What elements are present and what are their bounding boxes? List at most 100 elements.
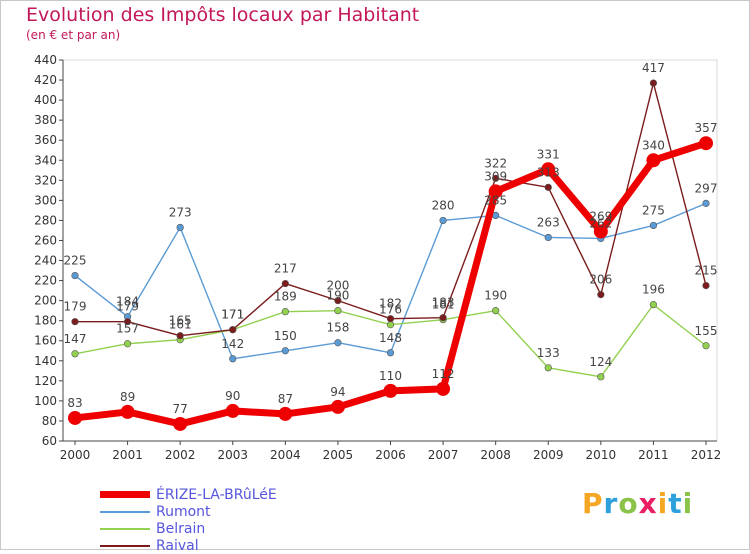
x-tick-label: 2005: [323, 448, 354, 462]
legend-label-rumont: Rumont: [156, 503, 211, 520]
data-point-rumont: [334, 339, 342, 347]
legend-label-erize: ÉRIZE-LA-BRûLéE: [156, 486, 277, 503]
data-label-rumont: 280: [432, 198, 455, 212]
data-label-raival: 417: [642, 61, 665, 75]
data-label-belrain: 155: [695, 324, 718, 338]
data-point-rumont: [176, 223, 184, 232]
data-label-erize: 331: [537, 147, 560, 161]
legend-swatch-erize: [100, 491, 150, 498]
data-label-rumont: 150: [274, 329, 297, 343]
x-tick-label: 2010: [586, 448, 617, 462]
logo-letter: i: [682, 487, 694, 520]
data-point-rumont: [649, 221, 658, 230]
data-label-erize: 87: [278, 392, 293, 406]
x-tick-label: 2012: [691, 448, 722, 462]
data-point-raival: [176, 332, 184, 340]
data-label-raival: 313: [537, 165, 560, 179]
data-point-raival: [439, 314, 447, 322]
data-label-belrain: 157: [116, 322, 139, 336]
y-tick-label: 320: [34, 173, 57, 187]
x-tick-label: 2009: [533, 448, 564, 462]
x-tick-label: 2000: [60, 448, 91, 462]
x-tick-label: 2011: [638, 448, 669, 462]
data-point-rumont: [71, 271, 79, 280]
data-point-belrain: [544, 364, 552, 372]
data-label-rumont: 285: [484, 193, 507, 207]
y-tick-label: 280: [34, 213, 57, 227]
data-point-raival: [544, 183, 552, 191]
data-label-belrain: 190: [484, 289, 507, 303]
y-tick-label: 140: [34, 354, 57, 368]
x-tick-label: 2001: [112, 448, 143, 462]
data-label-raival: 322: [484, 156, 507, 170]
data-label-rumont: 142: [221, 337, 244, 351]
y-tick-label: 340: [34, 153, 57, 167]
data-label-erize: 110: [379, 369, 402, 383]
legend-swatch-belrain: [100, 527, 150, 530]
data-point-raival: [334, 297, 342, 305]
legend-swatch-rumont: [100, 510, 150, 513]
legend-swatch-raival: [100, 544, 150, 547]
data-label-erize: 269: [589, 209, 612, 223]
legend: ÉRIZE-LA-BRûLéE Rumont Belrain Raival: [100, 486, 277, 554]
data-label-belrain: 161: [169, 318, 192, 332]
x-tick-label: 2003: [217, 448, 248, 462]
data-point-rumont: [702, 199, 710, 207]
y-tick-label: 80: [42, 414, 57, 428]
data-label-erize: 112: [432, 367, 455, 381]
y-tick-label: 360: [34, 133, 57, 147]
logo-letter: i: [657, 487, 669, 520]
data-point-belrain: [71, 350, 79, 358]
data-point-erize: [173, 416, 188, 431]
y-tick-label: 60: [42, 434, 57, 448]
data-point-rumont: [544, 233, 552, 242]
data-label-rumont: 225: [64, 254, 87, 268]
data-label-rumont: 273: [169, 205, 192, 219]
data-label-rumont: 262: [589, 216, 612, 230]
data-label-erize: 340: [642, 138, 665, 152]
data-point-erize: [383, 383, 398, 398]
data-label-rumont: 148: [379, 331, 402, 345]
y-tick-label: 200: [34, 294, 57, 308]
data-point-erize: [593, 224, 608, 239]
data-point-erize: [68, 410, 82, 425]
data-label-erize: 89: [120, 390, 135, 404]
data-label-erize: 83: [67, 396, 82, 410]
data-point-raival: [649, 79, 658, 87]
data-point-belrain: [649, 301, 658, 309]
data-point-erize: [225, 403, 240, 418]
x-tick-label: 2008: [480, 448, 511, 462]
data-label-erize: 77: [173, 402, 188, 416]
data-label-belrain: 189: [274, 290, 297, 304]
data-point-rumont: [386, 349, 395, 357]
data-label-raival: 171: [221, 308, 244, 322]
data-label-belrain: 196: [642, 283, 665, 297]
legend-item-erize: ÉRIZE-LA-BRûLéE: [100, 486, 277, 503]
data-label-belrain: 176: [379, 303, 402, 317]
y-tick-label: 100: [34, 394, 57, 408]
data-label-raival: 179: [64, 300, 87, 314]
data-point-erize: [646, 153, 661, 168]
logo-letter: x: [638, 487, 658, 520]
data-point-raival: [71, 318, 79, 326]
data-point-belrain: [281, 308, 289, 316]
data-point-raival: [702, 281, 710, 290]
chart-subtitle: (en € et par an): [26, 28, 121, 42]
y-tick-label: 220: [34, 274, 57, 288]
data-label-raival: 215: [695, 264, 718, 278]
logo-letter: t: [668, 487, 683, 520]
proxiti-logo: Proxiti: [582, 487, 693, 520]
data-point-erize: [488, 184, 503, 199]
data-label-erize: 357: [695, 121, 718, 135]
data-point-belrain: [597, 373, 605, 381]
data-point-belrain: [386, 321, 395, 329]
data-point-raival: [386, 315, 395, 323]
logo-letter: o: [618, 487, 639, 520]
data-label-raival: 206: [589, 273, 612, 287]
legend-item-rumont: Rumont: [100, 503, 277, 520]
data-label-raival: 165: [169, 314, 192, 328]
y-tick-label: 300: [34, 193, 57, 207]
data-point-erize: [120, 404, 135, 419]
data-point-rumont: [281, 347, 289, 355]
